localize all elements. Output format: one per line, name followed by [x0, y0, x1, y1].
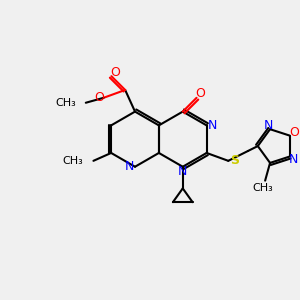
- Text: S: S: [230, 154, 239, 167]
- Text: CH₃: CH₃: [253, 182, 274, 193]
- Text: O: O: [196, 87, 206, 101]
- Text: N: N: [178, 165, 188, 178]
- Text: N: N: [124, 160, 134, 173]
- Text: CH₃: CH₃: [63, 156, 84, 166]
- Text: O: O: [94, 91, 104, 104]
- Text: N: N: [263, 119, 273, 132]
- Text: CH₃: CH₃: [55, 98, 76, 108]
- Text: N: N: [289, 153, 298, 166]
- Text: O: O: [289, 126, 299, 139]
- Text: O: O: [110, 66, 120, 79]
- Text: N: N: [208, 119, 217, 132]
